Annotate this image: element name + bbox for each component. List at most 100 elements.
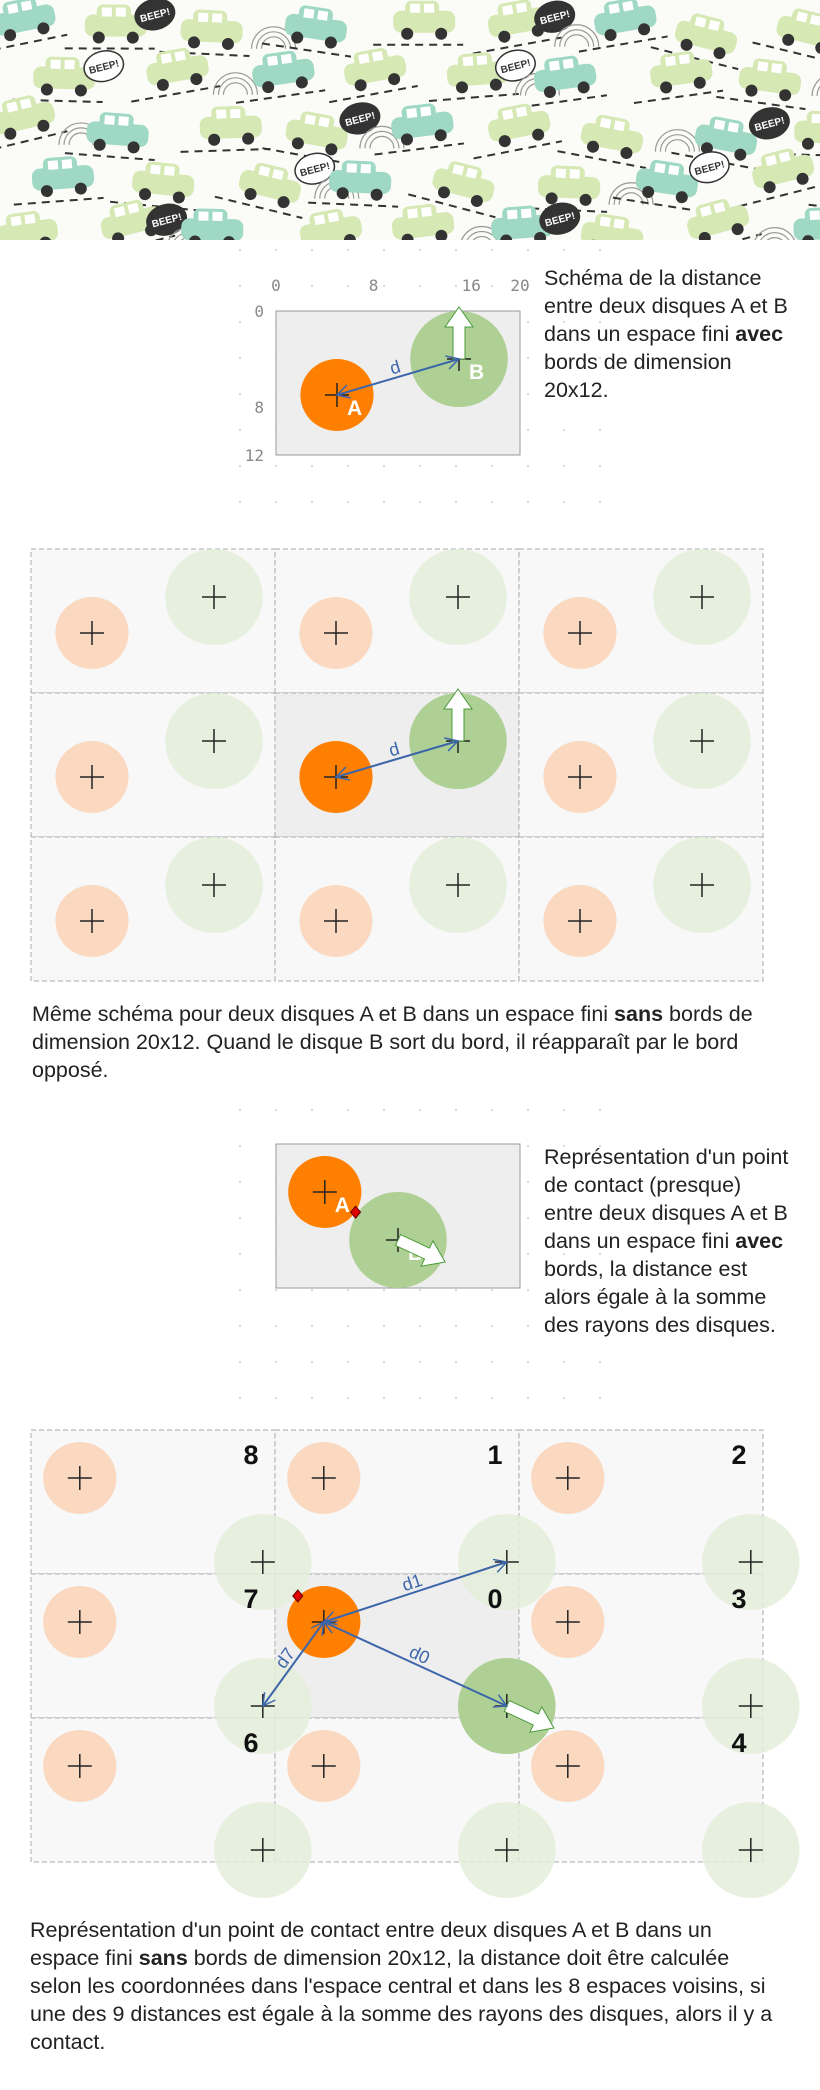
grid-dot <box>599 1289 601 1291</box>
center-cross-icon <box>555 1610 580 1634</box>
road-dashes <box>557 150 647 169</box>
car-window <box>809 210 820 220</box>
center-cross-icon <box>67 1610 92 1634</box>
road-dashes <box>517 94 608 109</box>
car-wheel <box>713 47 726 60</box>
car-wheel <box>498 30 511 43</box>
grid-dot <box>311 1109 313 1111</box>
grid-dot <box>563 1253 565 1255</box>
car-window <box>360 163 371 174</box>
grid-dot <box>599 1109 601 1111</box>
grid-dot <box>563 1325 565 1327</box>
car-window <box>280 53 292 65</box>
y-tick-label: 0 <box>254 302 264 321</box>
grid-dot <box>491 285 493 287</box>
grid-dot <box>383 1289 385 1291</box>
car-wheel <box>587 140 600 153</box>
diagram4-caption: Représentation d'un point de contact ent… <box>30 1916 775 2056</box>
car-window <box>421 206 432 217</box>
car-icon <box>557 114 647 169</box>
grid-dot <box>383 1109 385 1111</box>
car-wheel <box>112 232 125 240</box>
cell-number-label: 7 <box>243 1584 258 1614</box>
grid-dot <box>491 1289 493 1291</box>
car-body <box>393 10 456 33</box>
grid-dot <box>599 1145 601 1147</box>
car-icon <box>373 0 464 46</box>
contact-point-marker <box>349 1205 362 1219</box>
car-wheel <box>435 229 448 240</box>
car-wheel <box>437 186 450 199</box>
car-body <box>84 14 147 37</box>
car-wheel <box>172 191 185 204</box>
car-window <box>420 106 432 117</box>
car-wheel <box>190 73 203 86</box>
caption-emphasis: avec <box>735 322 784 346</box>
road-dashes <box>408 193 496 219</box>
grid-dot <box>527 249 529 251</box>
car-window <box>406 108 418 119</box>
car-icon <box>299 208 363 240</box>
caption-text: Représentation d'un point de contact ent… <box>30 1918 712 1970</box>
car-wheel <box>698 231 711 240</box>
center-cross-icon <box>312 1180 337 1204</box>
car-wheel <box>208 133 221 146</box>
car-window <box>327 211 340 223</box>
car-wheel <box>93 138 106 151</box>
grid-dot <box>239 1145 241 1147</box>
car-wheel <box>534 231 547 240</box>
center-cross-icon <box>67 1466 92 1490</box>
center-cross-icon <box>690 585 714 609</box>
rainbow-doodle <box>816 85 820 97</box>
grid-dot <box>239 1325 241 1327</box>
car-wheel <box>801 137 814 150</box>
car-wheel <box>127 141 140 154</box>
bubble-shape <box>339 102 381 135</box>
rainbow-doodle <box>811 78 820 97</box>
center-cross-icon <box>250 1550 275 1574</box>
car-wheel <box>188 235 201 240</box>
grid-dot <box>347 1109 349 1111</box>
grid-dot <box>563 429 565 431</box>
car-window <box>622 0 634 12</box>
road-dashes <box>472 36 562 55</box>
grid-dot <box>491 1361 493 1363</box>
car-wheel <box>456 81 469 94</box>
car-wheel <box>489 78 502 91</box>
direction-arrow-icon <box>443 688 473 742</box>
car-body <box>432 168 495 202</box>
rainbow-doodle <box>760 232 790 240</box>
center-cross-icon <box>690 729 714 753</box>
diagram3-caption: Représentation d'un point de contact (pr… <box>544 1143 794 1339</box>
car-icon <box>517 55 608 109</box>
center-cross-icon <box>324 909 348 933</box>
road-dashes <box>428 92 519 102</box>
grid-dot <box>239 1397 241 1399</box>
grid-dot <box>527 465 529 467</box>
car-wheel <box>74 84 87 97</box>
car-wheel <box>343 234 356 240</box>
grid-dot <box>527 501 529 503</box>
grid-dot <box>419 285 421 287</box>
road-dashes <box>739 183 820 208</box>
grid-dot <box>311 501 313 503</box>
beep-bubble: BEEP! <box>688 151 730 184</box>
grid-dot <box>419 501 421 503</box>
road-dashes <box>473 140 563 160</box>
car-window <box>50 59 61 69</box>
grid-dot <box>599 393 601 395</box>
grid-dot <box>491 249 493 251</box>
x-tick-label: 16 <box>462 276 481 295</box>
car-wheel <box>802 235 815 240</box>
caption-text: bords, la distance est alors égale à la … <box>544 1257 776 1337</box>
rainbow-doodle <box>212 72 259 95</box>
distance-arrowhead <box>445 355 461 370</box>
car-wheel <box>543 86 556 99</box>
grid-dot <box>599 1217 601 1219</box>
grid-dot <box>347 1361 349 1363</box>
road-dashes <box>650 46 739 71</box>
distance-arrowhead <box>261 1692 276 1708</box>
car-wheel <box>4 29 17 42</box>
car-window <box>678 54 690 65</box>
distance-line <box>323 1561 508 1623</box>
